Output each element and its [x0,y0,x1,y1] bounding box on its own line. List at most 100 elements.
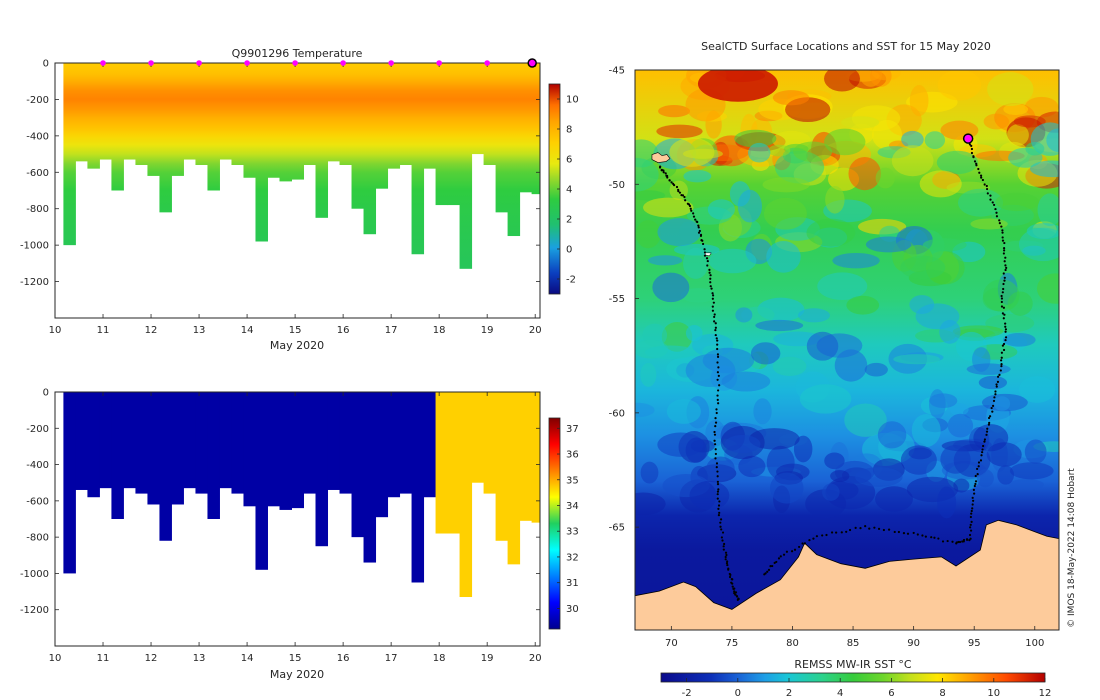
sst-patch [1030,122,1059,156]
track-point-west [708,271,711,274]
track-point-east [815,535,819,538]
sst-patch [772,90,810,106]
sst-texture [635,70,1059,519]
track-point-west [699,234,703,237]
track-point-west [722,545,725,548]
track-point-east [994,393,997,396]
sst-patch [683,247,709,279]
sal-cb-tick-label: 32 [566,552,579,563]
track-point-east [924,535,927,538]
track-point-east [985,430,989,433]
track-point-east [992,399,996,403]
track-point-east [993,396,996,399]
track-point-east [970,151,974,155]
sst-patch [915,303,960,330]
temperature-profile-column [327,63,341,162]
track-point-west [714,333,717,337]
temperature-profile-column [243,63,256,178]
salinity-profile-column [207,392,220,519]
sst-patch [749,428,800,450]
temperature-profile-column [147,63,160,176]
salinity-profile-column [351,392,365,538]
salinity-profile-column [423,392,437,498]
sst-patch [953,478,970,493]
track-point-west [734,591,738,594]
salinity-profile-column [267,392,280,507]
track-point-west [718,511,721,514]
sst-patch [978,375,1008,390]
track-point-east [1000,305,1004,308]
temperature-profile-column [171,63,184,176]
sst-patch [750,342,781,365]
sst-patch [657,218,702,247]
track-point-west [711,309,715,312]
track-point-east [970,509,973,513]
sst-patch [682,148,723,159]
track-point-west [713,430,716,434]
temperature-profile-column [231,63,244,165]
track-point-west [725,553,728,557]
track-point-west [717,374,720,377]
track-point-east [995,383,998,386]
sst-patch [772,356,807,377]
track-point-east [969,529,973,532]
track-point-west [692,212,695,215]
track-point-west [718,500,721,503]
temperature-profile-column [363,63,377,235]
temperature-profile-column [87,63,100,169]
sst-patch [824,70,860,92]
sst-patch [644,345,696,360]
sst-patch [721,371,771,392]
map-y-tick-label: -45 [609,66,625,77]
temp-x-tick-label: 18 [433,325,446,336]
sst-patch [656,124,703,139]
salinity-heatmap [63,392,540,598]
track-point-east [1001,291,1004,294]
sst-patch [848,156,881,191]
track-point-east [998,219,1001,222]
track-point-east [873,526,876,529]
sst-patch [937,486,957,519]
sst-patch [929,393,958,409]
track-point-east [986,192,989,195]
surface-marker [148,60,154,66]
surface-marker [436,60,442,66]
sal-y-tick-label: -1000 [20,569,49,580]
temperature-profile-column [207,63,220,191]
track-point-west [697,224,700,227]
track-point-east [982,444,985,448]
track-point-east [977,167,980,171]
sst-patch [893,354,941,365]
track-point-east [978,171,981,174]
sal-cb-tick-label: 30 [566,604,579,615]
surface-marker [196,60,202,66]
track-point-east [1000,300,1003,304]
sal-y-tick-label: -1200 [20,605,49,616]
track-point-east [970,144,973,147]
track-point-east [969,515,972,519]
track-point-east [977,465,980,468]
sst-patch [658,105,690,118]
track-point-west [728,575,732,579]
track-point-west [703,248,706,251]
track-point-east [973,484,976,488]
temp-cb-tick-label: 0 [566,245,572,256]
track-point-east [825,533,828,537]
track-point-east [1002,252,1005,255]
temperature-title: Q9901296 Temperature [232,47,363,60]
sal-cb-tick-label: 34 [566,501,579,512]
track-point-east [767,568,771,571]
track-point-east [887,528,891,531]
track-point-west [731,582,734,585]
track-point-east [970,147,974,151]
sst-patch [830,470,850,482]
sst-cb-tick-label: 0 [735,688,741,699]
sst-patch [987,72,1034,107]
sst-patch [767,144,791,157]
track-point-east [1003,279,1006,282]
seal-tracks [651,133,1008,601]
track-point-east [987,416,991,420]
sst-patch [908,447,932,460]
surface-marker [100,60,106,66]
sal-x-tick-label: 17 [385,653,398,664]
